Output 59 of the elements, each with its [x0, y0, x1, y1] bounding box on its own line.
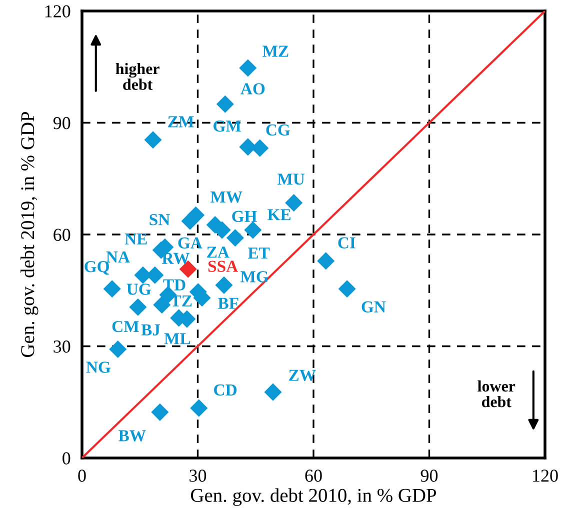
point	[103, 280, 121, 298]
point	[144, 131, 162, 149]
point	[153, 296, 171, 314]
point	[181, 212, 199, 230]
annotation: lower debt	[478, 380, 516, 408]
annotation: UG	[126, 284, 151, 295]
x-tick-label: 30	[190, 470, 206, 482]
point	[151, 403, 169, 421]
point	[216, 95, 234, 113]
annotation: ZA	[207, 246, 230, 258]
x-tick-label: 90	[420, 470, 438, 482]
annotation: AO	[240, 83, 265, 94]
annotation: SSA	[208, 260, 238, 272]
annotation: ZW	[289, 370, 316, 382]
annotation: CD	[214, 384, 237, 396]
annotation: ET	[248, 248, 270, 259]
x-tick-label: 60	[305, 470, 322, 482]
y-tick-label: 60	[54, 228, 70, 241]
point	[338, 280, 356, 298]
point	[239, 59, 257, 77]
annotation: GM	[214, 120, 241, 132]
annotation: ML	[164, 333, 190, 344]
point	[215, 276, 233, 294]
x-axis-title: Gen. gov. debt 2010, in % GDP	[190, 488, 436, 506]
point	[251, 139, 269, 157]
annotation: SN	[150, 214, 170, 226]
annotation: NE	[124, 234, 147, 244]
annotation: GH	[232, 210, 257, 222]
annotation: BW	[118, 430, 146, 442]
annotation: NA	[106, 251, 130, 262]
annotation: CI	[338, 237, 356, 248]
y-axis-title: Gen. gov. debt 2019, in % GDP	[20, 112, 38, 358]
annotation: BJ	[141, 324, 160, 336]
annotation: NG	[86, 362, 110, 373]
annotation: higher debt	[116, 62, 160, 90]
point	[244, 221, 262, 239]
point	[226, 229, 244, 247]
y-tick-label: 120	[45, 5, 70, 18]
point	[129, 298, 147, 316]
annotation: KE	[268, 209, 290, 220]
annotation: MZ	[262, 46, 288, 57]
y-tick-label: 30	[54, 340, 70, 353]
annotation: GN	[362, 301, 386, 312]
annotation: BF	[218, 298, 238, 309]
annotation: CM	[112, 320, 139, 332]
x-tick-label: 0	[78, 470, 86, 482]
point	[109, 340, 127, 358]
annotation: MG	[240, 271, 268, 282]
annotation: ZM	[168, 116, 194, 128]
point	[317, 252, 335, 270]
x-tick-label: 120	[533, 470, 558, 482]
annotation: CG	[266, 124, 290, 136]
annotation: GQ	[84, 261, 110, 275]
annotation: MW	[210, 192, 242, 203]
annotation: MU	[277, 174, 305, 185]
point	[190, 399, 208, 417]
y-tick-label: 90	[53, 117, 70, 130]
point	[264, 383, 282, 401]
y-tick-label: 0	[62, 452, 70, 464]
